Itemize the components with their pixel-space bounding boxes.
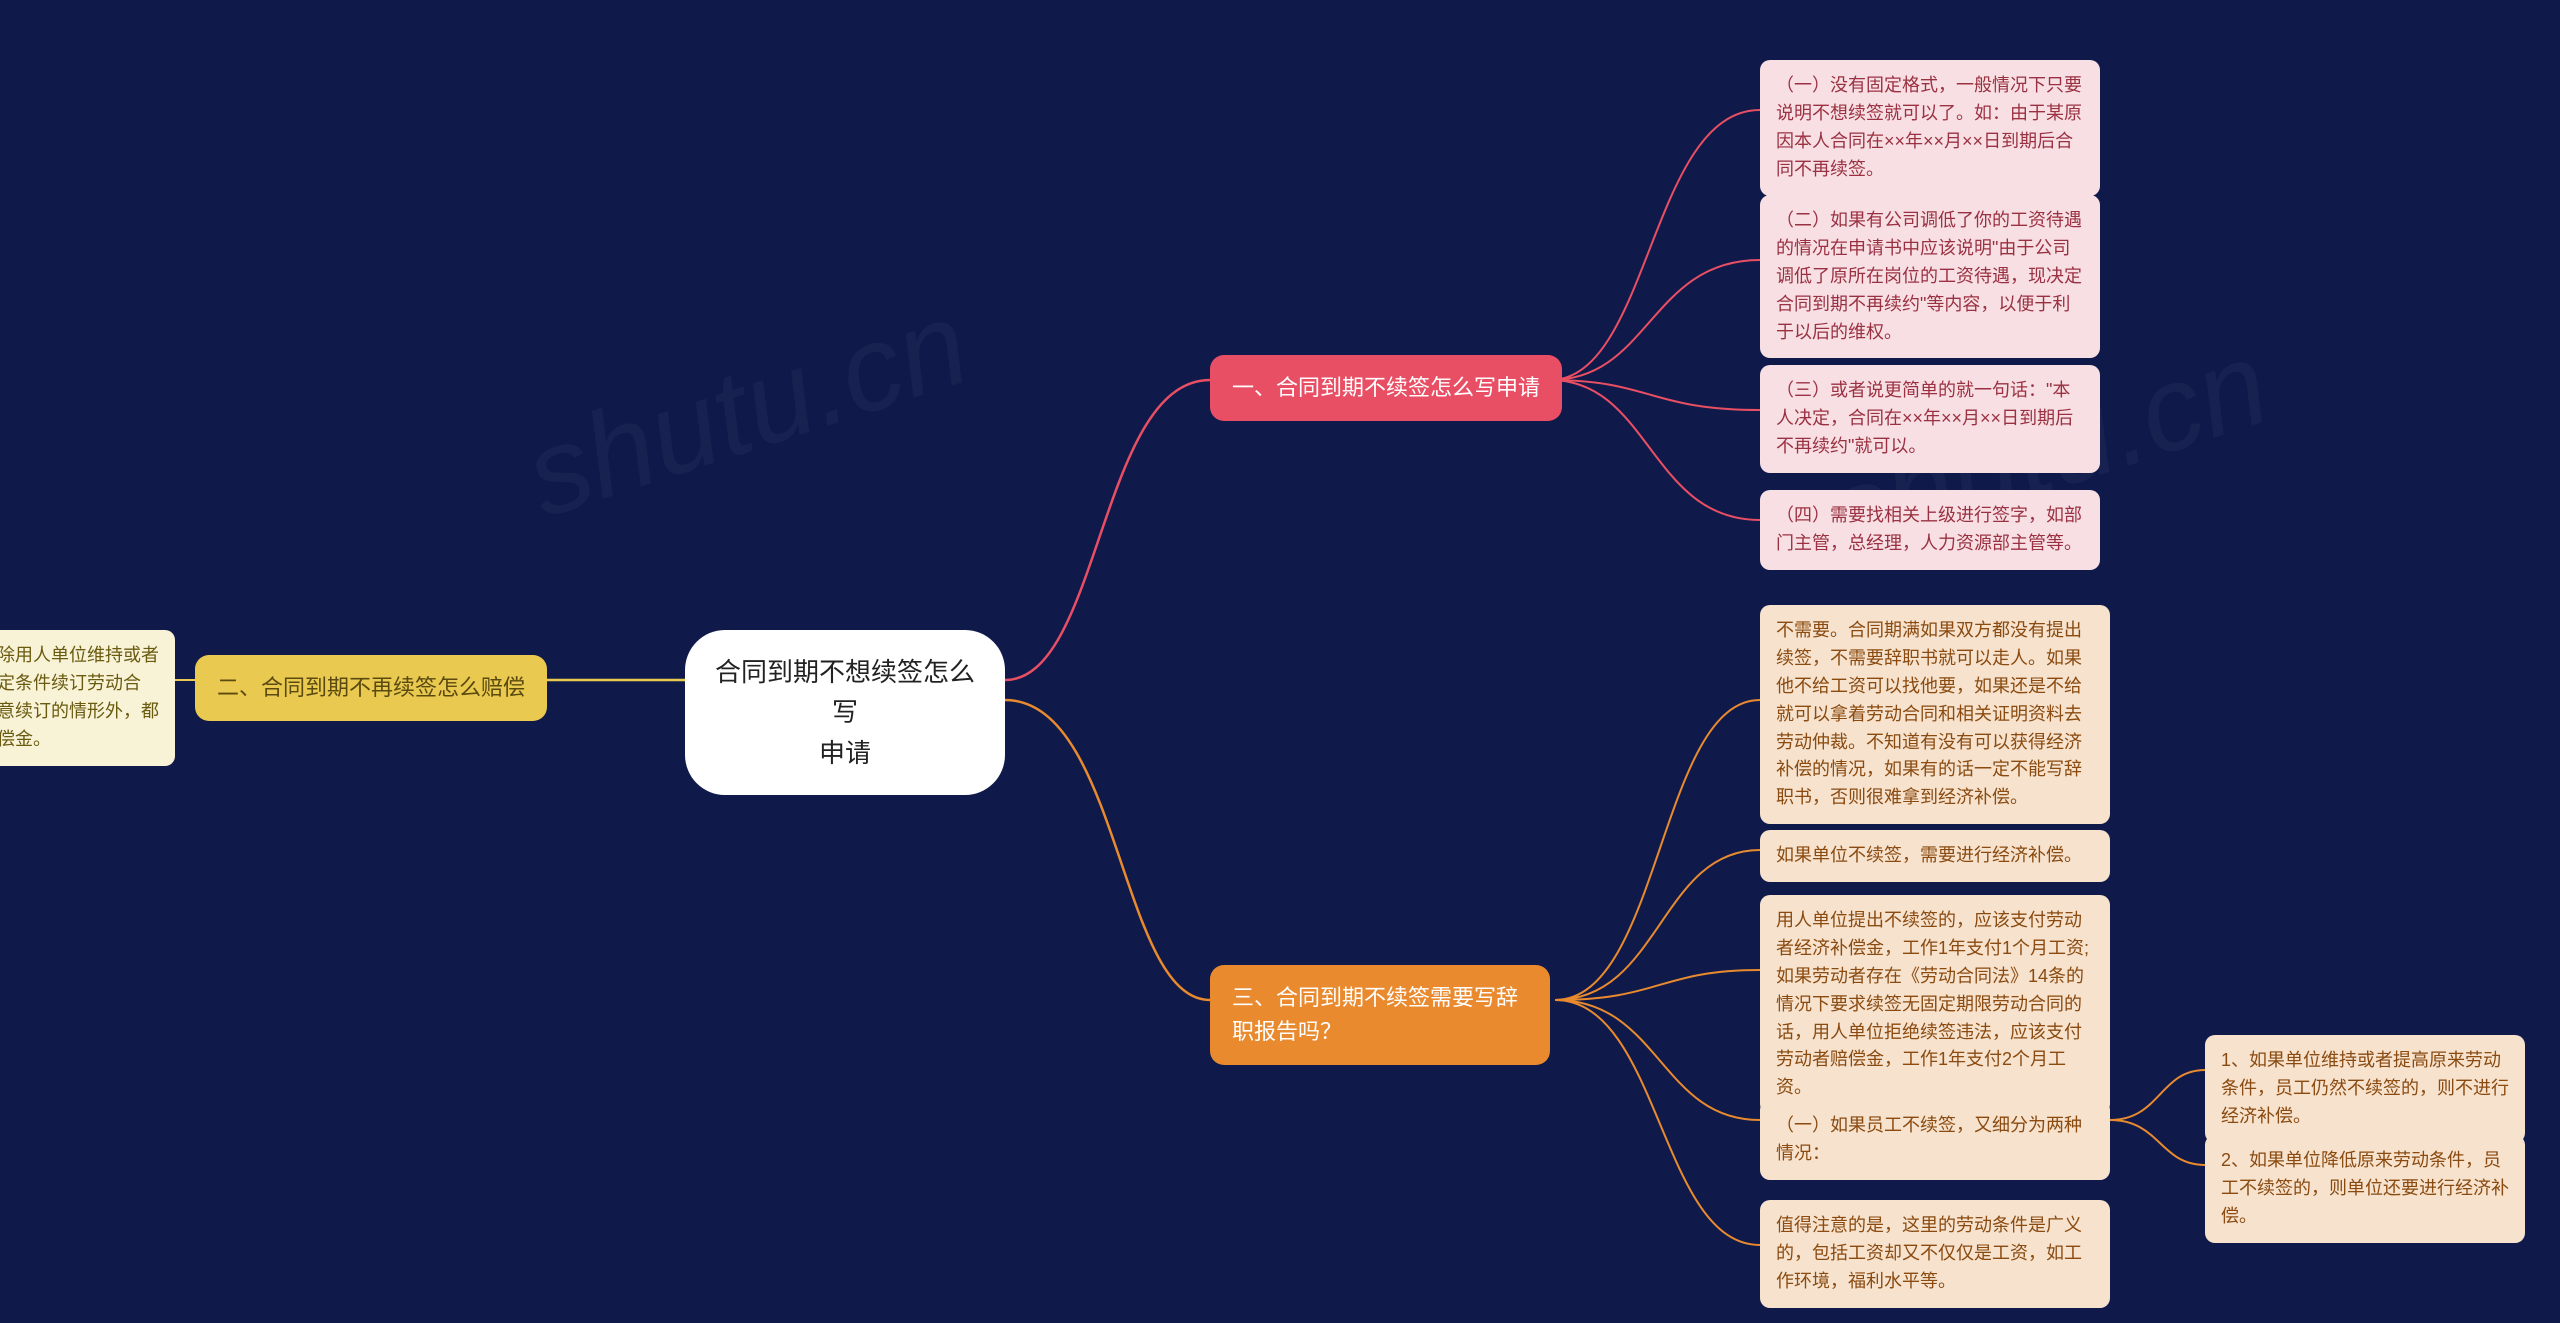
leaf-text: 不需要。合同期满如果双方都没有提出续签，不需要辞职书就可以走人。如果他不给工资可… — [1776, 620, 2082, 807]
leaf-b3-0[interactable]: 不需要。合同期满如果双方都没有提出续签，不需要辞职书就可以走人。如果他不给工资可… — [1760, 605, 2110, 824]
leaf-b3-sub-0[interactable]: 1、如果单位维持或者提高原来劳动条件，员工仍然不续签的，则不进行经济补偿。 — [2205, 1035, 2525, 1143]
branch-3[interactable]: 三、合同到期不续签需要写辞职报告吗？ — [1210, 965, 1550, 1065]
root-node[interactable]: 合同到期不想续签怎么写 申请 — [685, 630, 1005, 795]
leaf-text: 用人单位提出不续签的，应该支付劳动者经济补偿金，工作1年支付1个月工资;如果劳动… — [1776, 910, 2089, 1097]
leaf-b3-1[interactable]: 如果单位不续签，需要进行经济补偿。 — [1760, 830, 2110, 882]
branch-1-label: 一、合同到期不续签怎么写申请 — [1232, 375, 1540, 400]
leaf-text: 2、如果单位降低原来劳动条件，员工不续签的，则单位还要进行经济补偿。 — [2221, 1150, 2509, 1226]
leaf-b3-4[interactable]: 值得注意的是，这里的劳动条件是广义的，包括工资却又不仅仅是工资，如工作环境，福利… — [1760, 1200, 2110, 1308]
leaf-b1-0[interactable]: （一）没有固定格式，一般情况下只要说明不想续签就可以了。如：由于某原因本人合同在… — [1760, 60, 2100, 196]
leaf-text: 1、如果单位维持或者提高原来劳动条件，员工仍然不续签的，则不进行经济补偿。 — [2221, 1050, 2509, 1126]
branch-2[interactable]: 二、合同到期不再续签怎么赔偿 — [195, 655, 547, 721]
branch-2-label: 二、合同到期不再续签怎么赔偿 — [217, 675, 525, 700]
leaf-text: 值得注意的是，这里的劳动条件是广义的，包括工资却又不仅仅是工资，如工作环境，福利… — [1776, 1215, 2082, 1291]
leaf-b3-3[interactable]: （一）如果员工不续签，又细分为两种情况： — [1760, 1100, 2110, 1180]
leaf-b3-sub-1[interactable]: 2、如果单位降低原来劳动条件，员工不续签的，则单位还要进行经济补偿。 — [2205, 1135, 2525, 1243]
branch-1[interactable]: 一、合同到期不续签怎么写申请 — [1210, 355, 1562, 421]
leaf-text: （一）如果员工不续签，又细分为两种情况： — [1776, 1115, 2082, 1163]
branch-3-label: 三、合同到期不续签需要写辞职报告吗？ — [1232, 985, 1518, 1044]
leaf-b1-3[interactable]: （四）需要找相关上级进行签字，如部门主管，总经理，人力资源部主管等。 — [1760, 490, 2100, 570]
leaf-text: （一）没有固定格式，一般情况下只要说明不想续签就可以了。如：由于某原因本人合同在… — [1776, 75, 2082, 179]
leaf-text: （二）如果有公司调低了你的工资待遇的情况在申请书中应该说明"由于公司调低了原所在… — [1776, 210, 2082, 342]
leaf-text: 如果单位不续签，需要进行经济补偿。 — [1776, 845, 2082, 865]
leaf-b1-2[interactable]: （三）或者说更简单的就一句话："本人决定，合同在××年××月××日到期后不再续约… — [1760, 365, 2100, 473]
root-label: 合同到期不想续签怎么写 申请 — [715, 652, 975, 773]
leaf-b1-1[interactable]: （二）如果有公司调低了你的工资待遇的情况在申请书中应该说明"由于公司调低了原所在… — [1760, 195, 2100, 358]
leaf-b3-2[interactable]: 用人单位提出不续签的，应该支付劳动者经济补偿金，工作1年支付1个月工资;如果劳动… — [1760, 895, 2110, 1114]
watermark: shutu.cn — [510, 273, 984, 544]
leaf-text: 劳动合同期满，除用人单位维持或者提高劳动合同约定条件续订劳动合同，劳动者不同意续… — [0, 645, 159, 749]
leaf-text: （三）或者说更简单的就一句话："本人决定，合同在××年××月××日到期后不再续约… — [1776, 380, 2073, 456]
leaf-text: （四）需要找相关上级进行签字，如部门主管，总经理，人力资源部主管等。 — [1776, 505, 2082, 553]
leaf-b2-0[interactable]: 劳动合同期满，除用人单位维持或者提高劳动合同约定条件续订劳动合同，劳动者不同意续… — [0, 630, 175, 766]
